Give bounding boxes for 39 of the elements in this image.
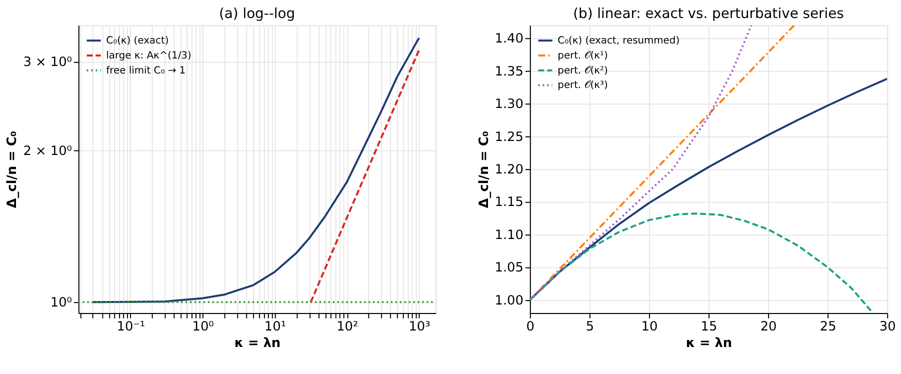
- y-tick-label: 3 × 10⁰: [23, 54, 72, 70]
- x-tick-label: 10⁻¹: [116, 319, 146, 334]
- line-series: [530, 212, 874, 313]
- x-tick-label: 5: [586, 319, 594, 334]
- y-tick-label: 1.05: [494, 260, 524, 276]
- y-tick-label: 2 × 10⁰: [23, 144, 72, 159]
- legend-label: pert. 𝒪(κ¹): [558, 50, 608, 62]
- x-axis-title: κ = λn: [234, 336, 281, 352]
- y-tick-label: 1.40: [494, 32, 524, 47]
- y-tick-label: 1.10: [494, 228, 524, 243]
- legend-label: free limit C₀ → 1: [106, 65, 186, 76]
- legend-label: C₀(κ) (exact, resummed): [558, 36, 680, 47]
- legend-label: C₀(κ) (exact): [106, 36, 169, 47]
- line-series: [530, 25, 752, 301]
- y-axis-title: Δ_cl/n = C₀: [5, 130, 20, 208]
- chart-title: (b) linear: exact vs. perturbative series: [573, 6, 844, 22]
- x-axis-title: κ = λn: [686, 336, 732, 352]
- x-tick-label: 15: [700, 319, 718, 334]
- x-tick-label: 25: [820, 319, 836, 334]
- y-tick-label: 1.00: [494, 293, 524, 308]
- y-tick-label: 10⁰: [50, 296, 72, 311]
- x-tick-label: 10³: [408, 319, 430, 334]
- x-tick-label: 10¹: [264, 319, 286, 334]
- y-tick-label: 1.15: [494, 195, 524, 210]
- y-tick-label: 1.20: [494, 162, 524, 178]
- x-tick-label: 20: [760, 319, 777, 334]
- legend-label: pert. 𝒪(κ²): [558, 65, 608, 76]
- x-tick-label: 10⁰: [192, 319, 214, 334]
- x-tick-label: 10: [641, 319, 658, 334]
- x-tick-label: 0: [526, 319, 534, 334]
- x-tick-label: 10²: [336, 319, 358, 334]
- y-axis-title: Δ_cl/n = C₀: [476, 130, 492, 208]
- legend-label: pert. 𝒪(κ³): [558, 80, 608, 92]
- y-tick-label: 1.30: [494, 97, 524, 112]
- legend-label: large κ: Aκ^(1/3): [106, 50, 192, 62]
- y-tick-label: 1.35: [494, 64, 524, 80]
- chart-title: (a) log--log: [218, 6, 296, 22]
- x-tick-label: 30: [879, 319, 896, 334]
- y-tick-label: 1.25: [494, 130, 524, 145]
